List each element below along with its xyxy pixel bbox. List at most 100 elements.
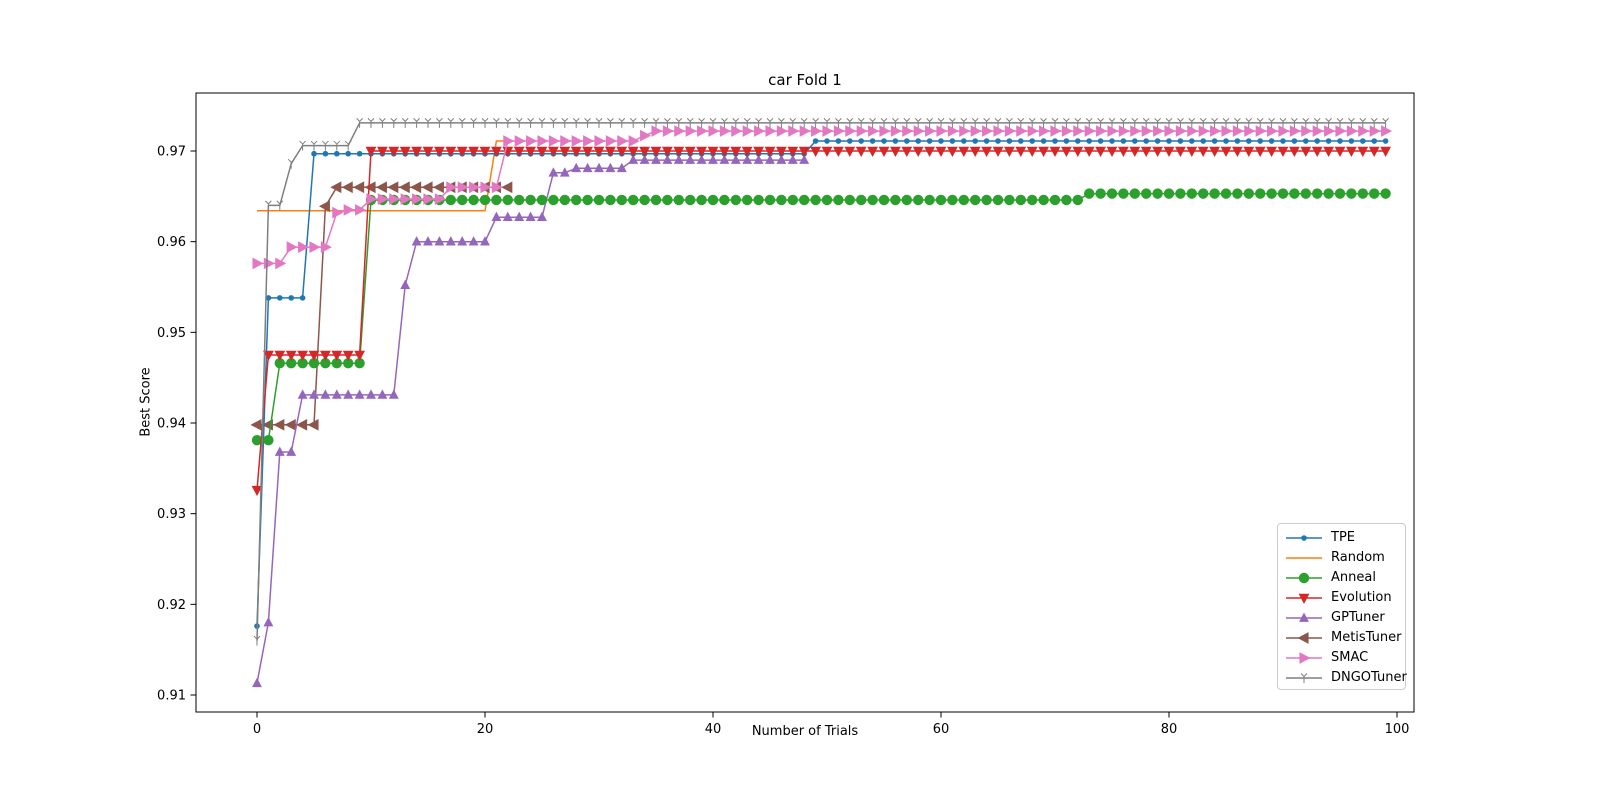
data-point-marker [1073, 125, 1085, 137]
data-point-marker [421, 181, 433, 194]
data-point-marker [1370, 118, 1378, 128]
data-point-marker [857, 118, 865, 128]
data-point-marker [764, 194, 776, 206]
data-point-marker [480, 236, 490, 246]
data-point-marker [696, 194, 707, 206]
legend-key-Random [1286, 557, 1322, 559]
data-point-marker [754, 125, 766, 137]
series-line-MetisTuner [257, 186, 508, 426]
data-point-marker [411, 146, 422, 157]
data-point-marker [1084, 125, 1096, 137]
data-point-marker [252, 677, 262, 688]
data-point-marker [251, 485, 263, 497]
data-point-marker [844, 146, 856, 157]
data-point-marker [296, 418, 308, 431]
data-point-marker [1118, 146, 1129, 157]
data-point-marker [1186, 146, 1198, 157]
data-point-marker [387, 181, 399, 194]
data-point-marker [616, 146, 628, 157]
data-point-marker [981, 194, 992, 206]
y-tick-label: 0.92 [157, 598, 186, 613]
data-point-marker [1220, 146, 1232, 157]
data-point-marker [354, 389, 365, 399]
data-point-marker [1221, 125, 1233, 137]
chart-title: car Fold 1 [768, 71, 842, 89]
data-point-marker [708, 125, 720, 137]
data-point-marker [878, 194, 890, 206]
series-Random [257, 140, 508, 212]
data-point-marker [353, 181, 365, 194]
data-point-marker [377, 193, 389, 205]
data-point-marker [1143, 138, 1149, 144]
data-point-marker [263, 350, 274, 362]
data-point-marker [730, 194, 741, 206]
data-point-marker [880, 118, 888, 128]
data-point-marker [721, 118, 728, 128]
data-point-marker [571, 194, 582, 206]
data-point-marker [320, 241, 332, 253]
data-point-marker [958, 146, 970, 157]
data-point-marker [812, 138, 819, 144]
data-point-marker [742, 194, 753, 206]
legend-key-GPTuner [1286, 612, 1322, 622]
data-point-marker [1015, 146, 1027, 157]
data-point-marker [445, 146, 457, 157]
data-point-marker [855, 146, 867, 157]
data-point-marker [673, 146, 685, 157]
data-point-marker [994, 118, 1002, 128]
series-TPE [254, 138, 1389, 629]
data-point-marker [410, 181, 422, 194]
data-point-marker [1267, 125, 1279, 137]
y-tick-label: 0.95 [157, 326, 186, 341]
data-point-marker [755, 118, 762, 128]
legend-key-SMAC [1286, 652, 1322, 664]
data-point-marker [824, 138, 830, 144]
data-point-marker [263, 257, 275, 270]
data-point-marker [1132, 138, 1138, 144]
data-point-marker [356, 150, 363, 157]
data-point-marker [892, 138, 899, 144]
data-point-marker [1360, 138, 1366, 144]
data-point-marker [958, 194, 969, 206]
data-point-marker [787, 154, 798, 164]
data-point-marker [457, 194, 468, 206]
data-point-marker [1222, 118, 1230, 128]
data-point-marker [913, 194, 924, 206]
data-point-marker [639, 194, 650, 206]
data-point-marker [446, 181, 458, 194]
y-tick-label: 0.96 [157, 235, 186, 250]
data-point-marker [1197, 146, 1209, 157]
data-point-marker [503, 135, 515, 147]
data-point-marker [513, 146, 525, 157]
data-point-marker [1301, 125, 1313, 137]
data-point-marker [502, 211, 513, 222]
legend-item-Random: Random [1284, 548, 1399, 568]
data-point-marker [753, 194, 764, 206]
data-point-marker [456, 146, 468, 157]
data-point-marker [1232, 146, 1243, 157]
data-point-marker [345, 150, 352, 157]
data-point-marker [1107, 125, 1119, 137]
data-point-marker [364, 181, 376, 194]
data-point-marker [868, 125, 880, 137]
data-point-marker [379, 118, 386, 128]
legend-key-MetisTuner [1286, 632, 1322, 644]
data-point-marker [457, 236, 468, 246]
data-point-marker [1200, 138, 1206, 144]
data-point-marker [650, 146, 662, 157]
data-point-marker [1109, 138, 1115, 144]
data-point-marker [1300, 188, 1312, 199]
data-point-marker [924, 194, 935, 206]
data-point-marker [1346, 188, 1357, 199]
data-point-marker [845, 125, 857, 137]
data-point-marker [833, 125, 845, 137]
data-point-marker [331, 350, 343, 362]
data-point-marker [1017, 118, 1025, 128]
data-point-marker [332, 206, 344, 219]
data-point-marker [1314, 138, 1320, 144]
data-point-marker [799, 125, 811, 137]
data-point-marker [434, 193, 446, 205]
data-point-marker [628, 194, 639, 206]
data-point-marker [560, 135, 572, 147]
data-point-marker [1027, 125, 1039, 137]
